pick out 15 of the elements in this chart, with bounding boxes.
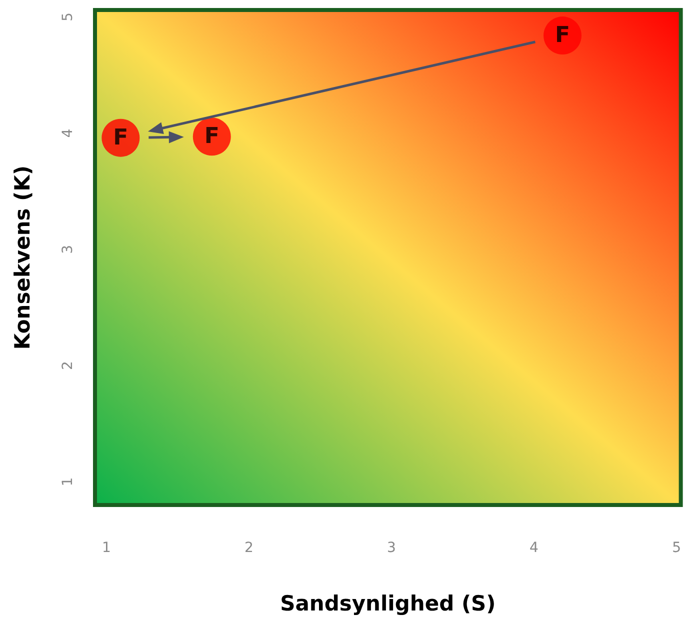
x-tick-label: 5 (672, 540, 682, 556)
x-tick-label: 1 (102, 540, 111, 556)
y-tick-label: 2 (60, 361, 76, 370)
data-label: F (555, 23, 570, 48)
x-tick-label: 2 (244, 540, 254, 556)
y-axis-title: Konsekvens (K) (10, 165, 34, 350)
y-tick-label: 1 (60, 477, 76, 486)
x-tick-label: 3 (387, 540, 396, 556)
y-tick-label: 3 (60, 244, 76, 254)
x-tick-label: 4 (530, 540, 539, 556)
data-label: F (204, 124, 220, 150)
y-tick-label: 5 (60, 12, 76, 22)
y-tick-label: 4 (60, 128, 76, 138)
x-axis-title: Sandsynlighed (S) (280, 592, 496, 616)
data-label: F (113, 125, 128, 150)
